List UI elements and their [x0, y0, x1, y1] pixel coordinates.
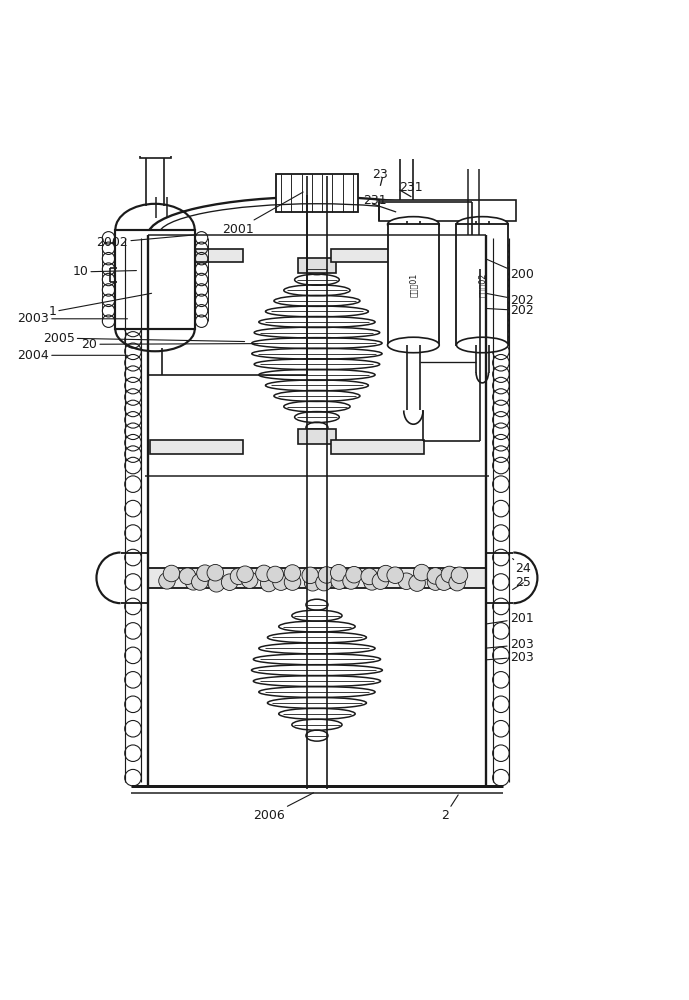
Circle shape	[451, 567, 468, 584]
Bar	[117, 262, 134, 289]
Circle shape	[305, 574, 321, 591]
Bar	[148, 568, 486, 588]
Circle shape	[256, 565, 272, 582]
Text: 2003: 2003	[17, 312, 127, 325]
Circle shape	[346, 566, 362, 583]
Circle shape	[267, 566, 283, 583]
Circle shape	[398, 573, 415, 590]
Circle shape	[427, 574, 444, 590]
Circle shape	[427, 568, 444, 584]
Circle shape	[302, 567, 318, 584]
Text: 20: 20	[81, 338, 258, 351]
Text: 203: 203	[486, 651, 533, 664]
Bar	[331, 249, 424, 262]
Ellipse shape	[456, 337, 508, 353]
Circle shape	[158, 573, 175, 589]
Text: 冷凝器02: 冷凝器02	[477, 272, 487, 297]
Bar	[150, 440, 243, 454]
Circle shape	[441, 566, 457, 583]
Text: 冷凝器01: 冷凝器01	[409, 273, 418, 297]
Text: 2001: 2001	[222, 192, 303, 236]
Circle shape	[230, 568, 247, 585]
Bar	[298, 258, 336, 273]
Text: 201: 201	[486, 612, 533, 625]
Bar	[379, 200, 517, 221]
Text: 1: 1	[48, 293, 152, 318]
Text: 25: 25	[513, 576, 531, 590]
Ellipse shape	[387, 337, 440, 353]
Bar	[116, 230, 195, 329]
Circle shape	[192, 574, 208, 590]
Bar	[456, 224, 508, 345]
Circle shape	[185, 574, 202, 590]
Ellipse shape	[387, 217, 440, 232]
Circle shape	[387, 567, 404, 583]
Circle shape	[196, 565, 213, 581]
Circle shape	[273, 574, 289, 590]
Text: 23: 23	[372, 168, 388, 181]
Bar	[387, 224, 440, 345]
Text: 2: 2	[441, 795, 458, 822]
Text: 231: 231	[363, 194, 387, 207]
Text: 2002: 2002	[96, 235, 196, 249]
Circle shape	[409, 575, 425, 591]
Text: 231: 231	[400, 181, 423, 194]
Circle shape	[237, 566, 254, 582]
Text: 200: 200	[486, 259, 534, 281]
Circle shape	[372, 573, 389, 589]
Circle shape	[316, 574, 332, 591]
Text: 10: 10	[72, 265, 136, 278]
Circle shape	[361, 568, 378, 585]
Circle shape	[208, 576, 225, 592]
Text: 24: 24	[513, 559, 531, 575]
Circle shape	[331, 564, 347, 581]
Circle shape	[364, 574, 380, 590]
Circle shape	[378, 565, 394, 582]
Bar	[298, 429, 336, 444]
Circle shape	[241, 572, 258, 588]
Text: 2004: 2004	[17, 349, 127, 362]
Bar	[150, 249, 243, 262]
Circle shape	[343, 573, 360, 589]
Circle shape	[449, 574, 465, 591]
Circle shape	[163, 565, 180, 582]
Circle shape	[117, 279, 124, 286]
Text: 203: 203	[486, 638, 533, 651]
Circle shape	[285, 574, 301, 590]
Circle shape	[179, 568, 196, 584]
Text: 2006: 2006	[254, 793, 313, 822]
Bar	[331, 440, 424, 454]
Circle shape	[260, 575, 277, 592]
Circle shape	[331, 573, 347, 589]
Text: 202: 202	[486, 304, 533, 317]
Circle shape	[435, 574, 452, 590]
Bar	[276, 174, 358, 212]
Circle shape	[318, 567, 335, 583]
Circle shape	[284, 565, 300, 581]
Ellipse shape	[456, 217, 508, 232]
Circle shape	[117, 265, 124, 272]
Text: 202: 202	[486, 293, 533, 307]
Text: 2005: 2005	[43, 332, 245, 345]
Circle shape	[207, 564, 224, 581]
Bar	[139, 147, 170, 158]
Circle shape	[413, 564, 430, 581]
Circle shape	[221, 574, 238, 590]
